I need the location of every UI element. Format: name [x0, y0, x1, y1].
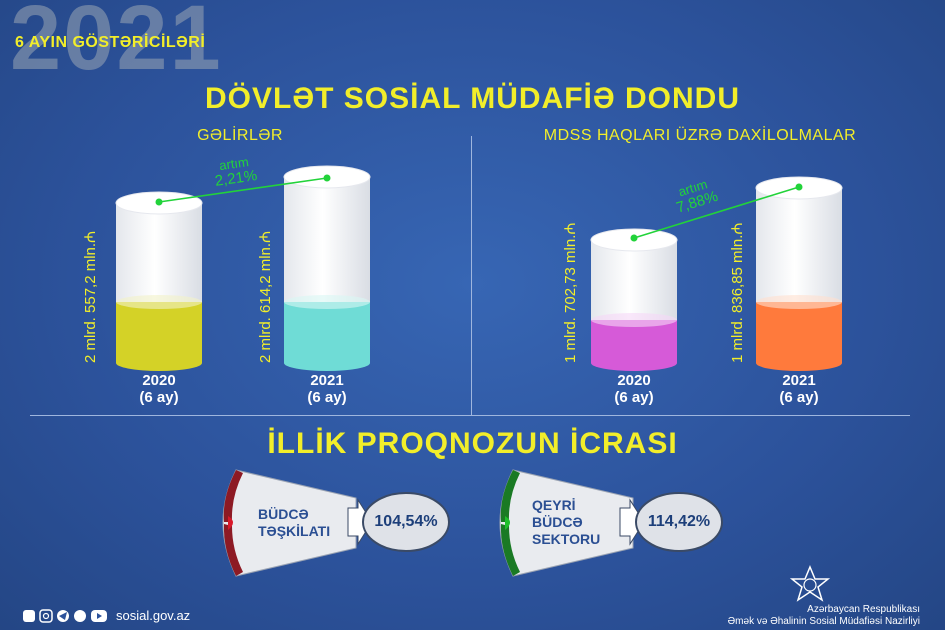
- vertical-divider: [471, 136, 472, 416]
- website-link[interactable]: sosial.gov.az: [116, 608, 191, 623]
- value-label-right-2021: 1 mlrd. 836,85 mln.₼: [729, 222, 746, 363]
- period-right-2020: (6 ay): [614, 389, 654, 406]
- growth-line-right: [630, 183, 803, 242]
- period-right-2021: (6 ay): [779, 389, 819, 406]
- forecast-label-2: QEYRİ BÜDCƏ SEKTORU: [532, 497, 600, 548]
- year-right-2021: 2021: [782, 372, 816, 389]
- value-label-left-2020: 2 mlrd. 557,2 mln.₼: [82, 230, 99, 363]
- growth-line-left: [155, 174, 331, 206]
- big-year: 2021: [10, 0, 223, 89]
- right-panel-title: MDSS HAQLARI ÜZRƏ DAXİLOLMALAR: [543, 127, 857, 144]
- year-right-2020: 2020: [617, 372, 651, 389]
- year-label-left-2021: 2021 (6 ay): [277, 372, 377, 406]
- forecast-value-2: 114,42%: [647, 513, 711, 530]
- cylinder-left-2021: [283, 165, 371, 371]
- forecast-title: İLLİK PROQNOZUN İCRASI: [267, 427, 678, 460]
- subtitle: 6 AYIN GÖSTƏRİCİLƏRİ: [15, 34, 206, 51]
- year-label-right-2021: 2021 (6 ay): [749, 372, 849, 406]
- period-left-2020: (6 ay): [139, 389, 179, 406]
- forecast-label-1-line1: BÜDCƏ: [258, 506, 309, 522]
- forecast-label-1: BÜDCƏ TƏŞKİLATI: [258, 506, 330, 540]
- forecast-shape-2: [499, 469, 723, 577]
- year-left-2021: 2021: [310, 372, 344, 389]
- value-label-left-2021: 2 mlrd. 614,2 mln.₼: [257, 230, 274, 363]
- year-left-2020: 2020: [142, 372, 176, 389]
- cylinder-left-2020: [115, 191, 203, 371]
- year-label-left-2020: 2020 (6 ay): [109, 372, 209, 406]
- forecast-label-2-line1: QEYRİ: [532, 497, 576, 513]
- instagram-icon: [39, 609, 53, 623]
- forecast-label-2-line3: SEKTORU: [532, 531, 601, 547]
- forecast-label-1-line2: TƏŞKİLATI: [258, 523, 331, 539]
- forecast-value-1: 104,54%: [374, 513, 438, 530]
- left-panel-title: GƏLİRLƏR: [197, 127, 283, 144]
- forecast-shape-1: [222, 469, 450, 577]
- org-line1: Azərbaycan Respublikası: [807, 604, 920, 615]
- cylinder-right-2021: [755, 176, 843, 371]
- value-label-right-2020: 1 mlrd. 702,73 mln.₼: [562, 222, 579, 363]
- org-line2: Əmək və Əhalinin Sosial Müdafiəsi Nazirl…: [727, 616, 920, 627]
- twitter-icon: [74, 610, 86, 622]
- page-title: DÖVLƏT SOSİAL MÜDAFİƏ DONDU: [204, 82, 740, 115]
- social-icons: [23, 609, 107, 623]
- ministry-emblem-icon: [789, 565, 831, 602]
- forecast-label-2-line2: BÜDCƏ: [532, 514, 583, 530]
- horizontal-divider: [30, 415, 910, 416]
- org-name: Azərbaycan Respublikası Əmək və Əhalinin…: [620, 604, 920, 628]
- year-label-right-2020: 2020 (6 ay): [584, 372, 684, 406]
- facebook-icon: [23, 610, 35, 622]
- cylinder-right-2020: [590, 228, 678, 371]
- period-left-2021: (6 ay): [307, 389, 347, 406]
